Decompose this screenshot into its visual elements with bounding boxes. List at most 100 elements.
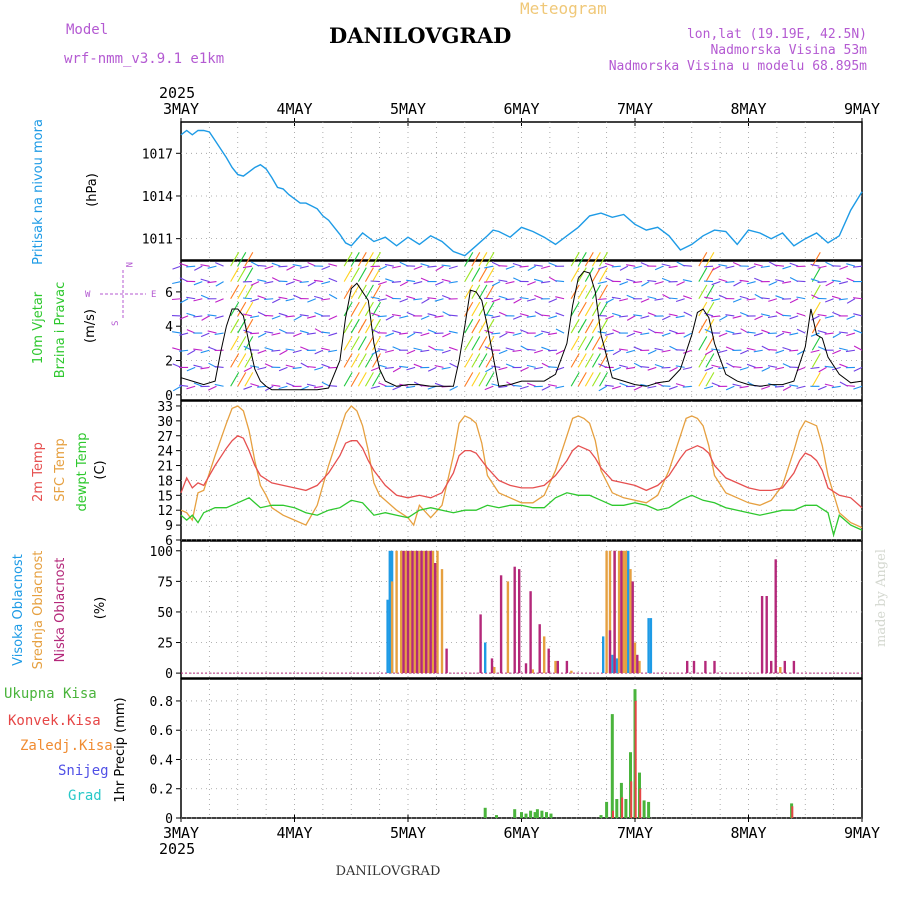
wind-arrow — [264, 330, 274, 334]
wind-arrow — [328, 293, 338, 300]
wind-arrow — [244, 301, 254, 317]
wind-arrow — [597, 281, 607, 285]
wind-arrow — [682, 366, 692, 370]
precip-bar — [642, 800, 646, 818]
wind-arrow — [328, 277, 338, 283]
wind-arrow — [570, 252, 580, 267]
wind-arrow — [299, 281, 309, 284]
wind-arrow — [598, 363, 607, 368]
wind-arrow — [392, 346, 402, 351]
wind-arrow — [264, 314, 274, 317]
wind-arrow — [838, 331, 848, 334]
wind-arrow — [705, 252, 715, 267]
wind-arrow — [377, 315, 387, 318]
wind-arrow — [257, 366, 267, 370]
wind-compass: W E N S — [85, 262, 156, 326]
wind-arrow — [832, 349, 841, 355]
wind-arrow — [377, 298, 387, 302]
cloud-bar — [783, 660, 786, 674]
wind-arrow — [448, 281, 458, 284]
wind-arrow — [484, 265, 494, 269]
cloud-bar — [774, 559, 777, 674]
wind-arrow — [761, 366, 771, 372]
cloud-bar — [649, 618, 653, 674]
cloud-bar — [554, 660, 557, 674]
cloud-bar — [608, 550, 612, 674]
wind-arrow — [661, 332, 671, 337]
wind-arrow — [782, 385, 792, 391]
wind-arrow — [498, 349, 508, 355]
wind-arrow — [817, 281, 827, 283]
wind-arrow — [350, 336, 360, 351]
wind-arrow — [237, 252, 247, 267]
wind-arrow — [739, 295, 749, 300]
wind-arrow — [767, 349, 777, 351]
wind-arrow — [533, 278, 543, 283]
cloud-bar — [420, 550, 423, 674]
wind-arrow — [831, 279, 841, 283]
cloud-unit: (%) — [93, 597, 108, 620]
wind-arrow — [299, 265, 309, 269]
wind-arrow — [186, 366, 196, 372]
wind-arrow — [237, 353, 247, 368]
wind-arrow — [427, 265, 437, 268]
cloud-bar — [513, 566, 516, 674]
wind-arrow — [193, 382, 203, 387]
wind-arrows — [171, 252, 863, 392]
wind-arrow — [378, 265, 387, 271]
wind-arrow — [306, 383, 316, 387]
wind-arrow — [520, 366, 529, 372]
wind-arrow — [796, 385, 806, 389]
wind-arrow — [505, 347, 515, 351]
wind-arrow — [725, 330, 735, 334]
precip-bar — [513, 809, 517, 818]
wind-arrow — [640, 366, 650, 368]
wind-arrow — [187, 349, 196, 356]
wind-arrow — [796, 366, 806, 372]
wind-arrow — [698, 353, 708, 368]
wind-arrow — [534, 349, 543, 354]
y-tick-label: 30 — [157, 415, 173, 430]
wind-arrow — [654, 298, 664, 301]
wind-arrow — [810, 263, 820, 267]
precip-bar — [524, 813, 528, 818]
cloud-bar — [425, 550, 428, 674]
wind-arrow — [250, 281, 260, 286]
wind-arrow — [406, 311, 416, 317]
cloud-bar — [429, 550, 432, 674]
wind-arrow — [478, 284, 488, 300]
wind-arrow — [718, 278, 728, 283]
wind-arrow — [746, 298, 756, 301]
wind-arrow — [704, 366, 714, 372]
wind-arrow — [661, 263, 671, 267]
cloud-bar — [608, 630, 612, 674]
wind-arrow — [732, 365, 742, 368]
wind-arrow — [321, 347, 331, 351]
wind-arrow — [350, 372, 360, 387]
wind-arrow — [271, 332, 281, 336]
wind-arrow — [193, 281, 203, 286]
cloud-bar — [792, 660, 796, 674]
wind-arrow — [519, 329, 529, 334]
wind-arrow — [626, 332, 636, 338]
wind-arrow — [434, 315, 444, 318]
y-tick-label: 18 — [157, 474, 173, 489]
cloud-bar — [479, 614, 482, 674]
wind-arrow — [577, 301, 587, 317]
precip-bar — [634, 700, 637, 818]
wind-arrow — [343, 353, 353, 368]
wind-arrow — [413, 281, 423, 285]
wind-arrow — [264, 281, 274, 284]
wind-arrow — [391, 313, 401, 317]
wind-arrow — [350, 318, 360, 334]
cloud-bar — [402, 550, 405, 674]
wind-arrow — [427, 297, 437, 300]
wind-arrow — [682, 385, 692, 388]
wind-arrow — [250, 383, 260, 387]
y-tick-label: 0.6 — [150, 724, 173, 739]
wind-arrow — [264, 298, 274, 300]
wind-arrow — [519, 313, 529, 317]
wind-arrow — [230, 284, 240, 300]
y-tick-label: 6 — [165, 534, 173, 549]
wind-arrow — [711, 364, 721, 368]
